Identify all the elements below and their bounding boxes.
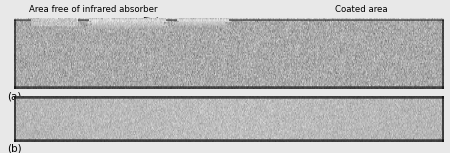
Text: Coated area: Coated area — [319, 6, 388, 33]
Text: (a): (a) — [7, 92, 21, 102]
Text: Area free of infrared absorber: Area free of infrared absorber — [29, 6, 160, 21]
Text: (b): (b) — [7, 143, 22, 153]
